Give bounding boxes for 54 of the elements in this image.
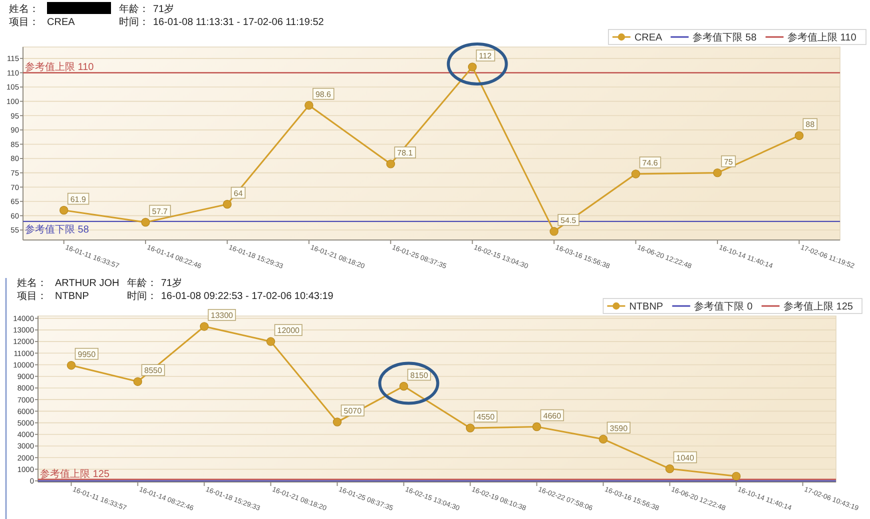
data-label: 112 [478, 52, 492, 61]
legend-label: 参考值下限 0 [694, 300, 753, 313]
data-label: 57.7 [152, 206, 168, 216]
data-label: 4550 [476, 412, 496, 422]
text: 项目： CREA 时间： 16-01-08 11:13:31 - 17-02-06 11:19:52 [9, 17, 324, 28]
point [304, 100, 314, 110]
point [141, 218, 150, 227]
point [332, 418, 342, 426]
point [200, 322, 209, 331]
text: 姓名： 年龄： 71岁 [9, 4, 174, 15]
legend-label: CREA [634, 32, 663, 44]
point [732, 472, 741, 481]
point [66, 360, 76, 370]
data-label: 8150 [410, 370, 429, 380]
data-label: 5070 [344, 406, 362, 416]
point [466, 424, 475, 432]
point [713, 168, 722, 178]
point [598, 434, 608, 444]
point [794, 131, 804, 140]
ref-line-label: 参考值下限 58 [25, 223, 90, 236]
legend-label: NTBNP [629, 302, 664, 313]
data-label: 78.1 [397, 148, 414, 158]
data-label: 61.9 [70, 194, 86, 204]
point [532, 422, 542, 432]
text: 参考值下限 58 [692, 32, 757, 44]
data-label: 64 [234, 188, 244, 198]
data-label: 54.5 [560, 216, 577, 226]
data-label: 75 [724, 157, 734, 166]
point [59, 206, 68, 215]
data-label: 13300 [210, 311, 234, 320]
point [222, 200, 232, 209]
point [399, 382, 408, 391]
data-label: 98.6 [315, 90, 332, 99]
data-label: 1040 [676, 453, 695, 462]
data-label: 3590 [610, 424, 628, 433]
ref-line-label: 参考值上限 125 [40, 468, 110, 480]
data-label: 88 [806, 120, 816, 130]
point [386, 160, 396, 168]
text: 项目： NTBNP 时间： 16-01-08 09:22:53 - 17-02-06 10:43:19 [17, 291, 334, 302]
text: 参考值上限 110 [788, 32, 856, 44]
point [266, 337, 276, 346]
data-label: 4660 [543, 411, 562, 420]
point [133, 377, 142, 386]
point [550, 227, 558, 236]
text: 姓名： ARTHUR JOH 年龄： 71岁 [17, 277, 182, 289]
point [665, 464, 674, 474]
data-label: 9950 [78, 350, 96, 359]
data-label: 12000 [277, 326, 300, 336]
text: 参考值上限 125 [784, 302, 854, 313]
point [631, 170, 640, 178]
point [468, 62, 477, 72]
data-label: 8550 [144, 366, 163, 376]
data-label: 74.6 [642, 158, 658, 168]
ref-line-label: 参考值上限 110 [25, 61, 94, 74]
